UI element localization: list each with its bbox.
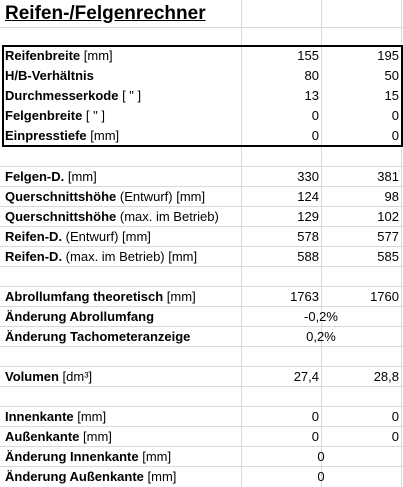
- value-cell-tire1[interactable]: 0: [311, 409, 319, 424]
- value-cell-tire1[interactable]: 0: [311, 429, 319, 444]
- value-cell-tire2[interactable]: 0: [391, 128, 399, 143]
- row-label: Felgenbreite [ " ]: [5, 108, 105, 123]
- input-row-durchmesserkode: Durchmesserkode [ " ] 13 15: [0, 86, 403, 106]
- value-cell-tire2[interactable]: 0: [391, 108, 399, 123]
- grid-row-line: [0, 206, 403, 207]
- row-label: Reifen-D. (max. im Betrieb) [mm]: [5, 249, 198, 264]
- row-label: Änderung Abrollumfang: [5, 309, 155, 324]
- result-row-aenderung-abrollumfang: Änderung Abrollumfang -0,2%: [0, 307, 403, 327]
- grid-row-line: [0, 166, 403, 167]
- row-label: Änderung Innenkante [mm]: [5, 449, 172, 464]
- row-label: Reifen-D. (Entwurf) [mm]: [5, 229, 151, 244]
- change-value-cell[interactable]: 0: [317, 469, 325, 484]
- value-cell-tire1[interactable]: 588: [297, 249, 319, 264]
- row-label: Querschnittshöhe (Entwurf) [mm]: [5, 189, 206, 204]
- value-cell-tire2[interactable]: 102: [377, 209, 399, 224]
- grid-row-line: [0, 426, 403, 427]
- value-cell-tire2[interactable]: 381: [377, 169, 399, 184]
- value-cell-tire2[interactable]: 585: [377, 249, 399, 264]
- value-cell-tire2[interactable]: 0: [391, 429, 399, 444]
- value-cell-tire1[interactable]: 330: [297, 169, 319, 184]
- grid-row-line: [0, 346, 403, 347]
- grid-row-line: [0, 466, 403, 467]
- value-cell-tire2[interactable]: 98: [384, 189, 399, 204]
- grid-row-line: [0, 246, 403, 247]
- grid-row-line: [0, 186, 403, 187]
- change-value-cell[interactable]: 0: [317, 449, 325, 464]
- value-cell-tire1[interactable]: 27,4: [293, 369, 319, 384]
- change-value-cell[interactable]: -0,2%: [304, 309, 338, 324]
- row-label: Innenkante [mm]: [5, 409, 107, 424]
- input-row-felgenbreite: Felgenbreite [ " ] 0 0: [0, 106, 403, 126]
- value-cell-tire2[interactable]: 50: [384, 68, 399, 83]
- row-label: H/B-Verhältnis: [5, 68, 94, 83]
- result-row-innenkante: Innenkante [mm] 0 0: [0, 407, 403, 427]
- grid-row-line: [0, 386, 403, 387]
- result-row-querschnittshoehe-betrieb: Querschnittshöhe (max. im Betrieb) 129 1…: [0, 207, 403, 227]
- row-label: Reifenbreite [mm]: [5, 48, 113, 63]
- input-row-reifenbreite: Reifenbreite [mm] 155 195: [0, 46, 403, 66]
- tacho-value-cell[interactable]: 0,2%: [306, 329, 336, 344]
- grid-row-line: [0, 27, 403, 28]
- row-label: Volumen [dm³]: [5, 369, 93, 384]
- grid-row-line: [0, 286, 403, 287]
- result-row-aenderung-tacho: Änderung Tachometeranzeige 0,2%: [0, 327, 403, 347]
- row-label: Außenkante [mm]: [5, 429, 112, 444]
- result-row-volumen: Volumen [dm³] 27,4 28,8: [0, 367, 403, 387]
- input-row-einpresstiefe: Einpresstiefe [mm] 0 0: [0, 126, 403, 146]
- result-row-aenderung-innenkante: Änderung Innenkante [mm] 0: [0, 447, 403, 467]
- value-cell-tire1[interactable]: 578: [297, 229, 319, 244]
- input-section-border: [2, 45, 403, 147]
- sheet-title: Reifen-/Felgenrechner: [5, 3, 206, 24]
- value-cell-tire1[interactable]: 124: [297, 189, 319, 204]
- grid-row-line: [0, 306, 403, 307]
- value-cell-tire1[interactable]: 129: [297, 209, 319, 224]
- result-row-felgen-d: Felgen-D. [mm] 330 381: [0, 167, 403, 187]
- value-cell-tire2[interactable]: 195: [377, 48, 399, 63]
- value-cell-tire1[interactable]: 0: [311, 128, 319, 143]
- result-row-abrollumfang: Abrollumfang theoretisch [mm] 1763 1760: [0, 287, 403, 307]
- value-cell-tire2[interactable]: 1760: [370, 289, 399, 304]
- result-row-reifen-d-betrieb: Reifen-D. (max. im Betrieb) [mm] 588 585: [0, 247, 403, 267]
- value-cell-tire1[interactable]: 13: [304, 88, 319, 103]
- value-cell-tire2[interactable]: 15: [384, 88, 399, 103]
- grid-column-line: [321, 0, 322, 487]
- row-label: Felgen-D. [mm]: [5, 169, 97, 184]
- grid-row-line: [0, 406, 403, 407]
- grid-row-line: [0, 266, 403, 267]
- row-label: Einpresstiefe [mm]: [5, 128, 120, 143]
- grid-row-line: [0, 326, 403, 327]
- grid-row-line: [0, 226, 403, 227]
- row-label: Änderung Tachometeranzeige: [5, 329, 191, 344]
- value-cell-tire2[interactable]: 577: [377, 229, 399, 244]
- row-label: Querschnittshöhe (max. im Betrieb): [5, 209, 219, 224]
- row-label: Durchmesserkode [ " ]: [5, 88, 142, 103]
- value-cell-tire2[interactable]: 28,8: [373, 369, 399, 384]
- result-row-aussenkante: Außenkante [mm] 0 0: [0, 427, 403, 447]
- row-label: Änderung Außenkante [mm]: [5, 469, 177, 484]
- grid-row-line: [0, 366, 403, 367]
- result-row-querschnittshoehe-entwurf: Querschnittshöhe (Entwurf) [mm] 124 98: [0, 187, 403, 207]
- value-cell-tire1[interactable]: 0: [311, 108, 319, 123]
- value-cell-tire1[interactable]: 80: [304, 68, 319, 83]
- value-cell-tire1[interactable]: 1763: [290, 289, 319, 304]
- grid-column-line: [401, 0, 402, 487]
- result-row-reifen-d-entwurf: Reifen-D. (Entwurf) [mm] 578 577: [0, 227, 403, 247]
- row-label: Abrollumfang theoretisch [mm]: [5, 289, 196, 304]
- grid-column-line: [241, 0, 242, 487]
- value-cell-tire2[interactable]: 0: [391, 409, 399, 424]
- grid-row-line: [0, 446, 403, 447]
- result-row-aenderung-aussenkante: Änderung Außenkante [mm] 0: [0, 467, 403, 487]
- input-row-hb-verhaeltnis: H/B-Verhältnis 80 50: [0, 66, 403, 86]
- value-cell-tire1[interactable]: 155: [297, 48, 319, 63]
